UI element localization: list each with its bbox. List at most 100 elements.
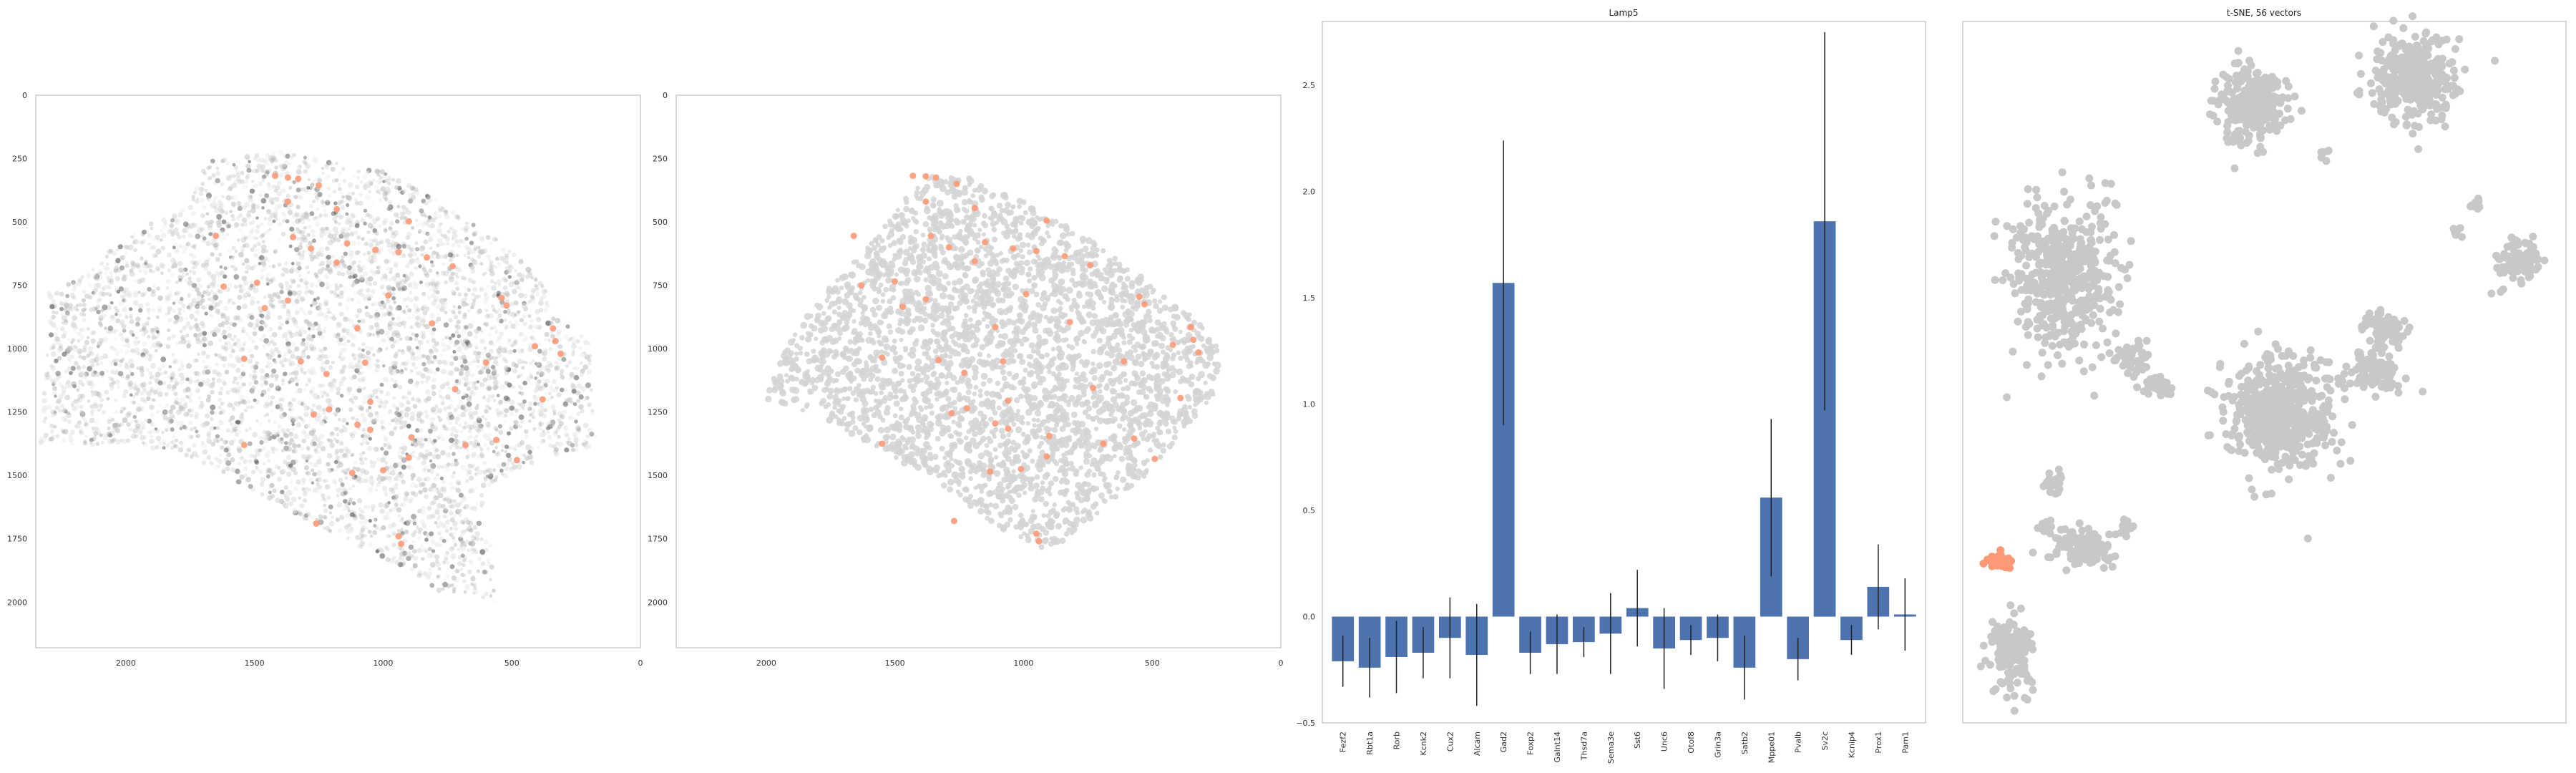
background-cell bbox=[71, 442, 74, 446]
background-cell bbox=[325, 285, 330, 290]
background-cell bbox=[391, 287, 396, 291]
background-cell bbox=[435, 251, 439, 256]
background-cell bbox=[73, 344, 77, 349]
background-cell bbox=[418, 228, 423, 233]
background-cell bbox=[78, 302, 83, 307]
background-cell bbox=[188, 325, 193, 331]
background-cell bbox=[306, 355, 311, 359]
background-cell bbox=[283, 213, 287, 217]
background-cell bbox=[271, 150, 277, 156]
background-cell bbox=[210, 281, 215, 287]
background-cell bbox=[512, 368, 517, 374]
background-cell bbox=[567, 437, 571, 441]
background-cell bbox=[301, 338, 306, 342]
background-cell bbox=[473, 537, 477, 540]
background-cell bbox=[150, 428, 156, 434]
background-cell bbox=[255, 465, 258, 470]
background-cell bbox=[360, 319, 366, 324]
background-cell bbox=[181, 208, 186, 213]
background-cell bbox=[308, 203, 314, 209]
background-cell bbox=[99, 291, 105, 297]
background-cell bbox=[298, 195, 303, 200]
background-cell bbox=[504, 466, 509, 472]
background-cell bbox=[433, 210, 439, 216]
background-cell bbox=[438, 419, 441, 422]
background-cell bbox=[49, 430, 54, 434]
background-cell bbox=[149, 438, 155, 444]
background-cell bbox=[129, 307, 133, 311]
background-cell bbox=[330, 166, 336, 172]
background-cell bbox=[538, 422, 542, 427]
background-cell bbox=[230, 298, 234, 303]
background-cell bbox=[265, 170, 270, 175]
background-cell bbox=[261, 175, 267, 180]
background-cell bbox=[451, 575, 457, 581]
background-cell bbox=[522, 460, 525, 465]
background-cell bbox=[392, 533, 396, 536]
background-cell bbox=[462, 521, 466, 525]
background-cell bbox=[308, 461, 313, 466]
background-cell bbox=[473, 245, 478, 251]
background-cell bbox=[466, 246, 472, 252]
background-cell bbox=[204, 421, 210, 427]
background-cell bbox=[319, 281, 325, 288]
background-cell bbox=[186, 447, 192, 453]
background-cell bbox=[363, 517, 369, 523]
background-cell bbox=[66, 281, 72, 287]
background-cell bbox=[329, 439, 333, 443]
background-cell bbox=[139, 391, 144, 396]
background-cell bbox=[574, 447, 579, 452]
background-cell bbox=[454, 438, 459, 442]
background-cell bbox=[280, 211, 286, 216]
background-cell bbox=[473, 548, 477, 552]
background-cell bbox=[109, 281, 114, 286]
background-cell bbox=[234, 432, 239, 437]
background-cell bbox=[222, 356, 228, 362]
background-cell bbox=[552, 431, 558, 437]
background-cell bbox=[556, 329, 562, 335]
background-cell bbox=[336, 391, 341, 396]
background-cell bbox=[54, 394, 57, 398]
background-cell bbox=[248, 198, 253, 203]
background-cell bbox=[370, 288, 376, 294]
background-cell bbox=[210, 330, 214, 334]
background-cell bbox=[441, 338, 445, 341]
background-cell bbox=[282, 372, 287, 377]
background-cell bbox=[476, 454, 482, 460]
background-cell bbox=[509, 412, 514, 417]
background-cell bbox=[338, 448, 344, 454]
background-cell bbox=[201, 324, 206, 329]
background-cell bbox=[383, 218, 389, 223]
background-cell bbox=[196, 283, 203, 289]
background-cell bbox=[349, 526, 354, 532]
background-cell bbox=[448, 336, 452, 341]
background-cell bbox=[467, 435, 471, 440]
background-cell bbox=[458, 423, 462, 427]
background-cell bbox=[260, 165, 266, 170]
background-cell bbox=[220, 402, 225, 406]
background-cell bbox=[369, 460, 374, 464]
background-cell bbox=[503, 285, 508, 291]
background-cell bbox=[343, 499, 348, 504]
background-cell bbox=[225, 316, 229, 321]
background-cell bbox=[138, 269, 142, 273]
background-cell bbox=[336, 465, 341, 469]
background-cell bbox=[576, 427, 581, 432]
background-cell bbox=[294, 212, 300, 218]
background-cell bbox=[491, 364, 496, 370]
background-cell bbox=[453, 356, 459, 361]
background-cell bbox=[550, 334, 555, 339]
background-cell bbox=[235, 468, 240, 475]
background-cell bbox=[498, 429, 504, 435]
background-cell bbox=[444, 513, 449, 518]
background-cell bbox=[472, 392, 477, 397]
background-cell bbox=[265, 229, 270, 235]
background-cell bbox=[64, 382, 71, 389]
background-cell bbox=[260, 169, 265, 173]
background-cell bbox=[528, 381, 532, 385]
background-cell bbox=[311, 238, 316, 243]
background-cell bbox=[529, 460, 535, 465]
background-cell bbox=[412, 548, 417, 554]
background-cell bbox=[206, 454, 212, 460]
background-cell bbox=[335, 410, 339, 414]
